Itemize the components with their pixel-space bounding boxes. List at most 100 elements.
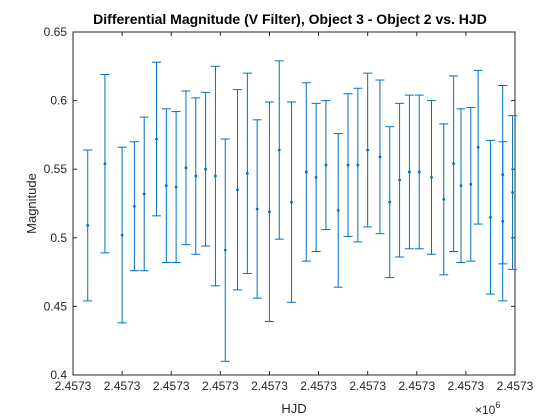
data-point	[385, 126, 395, 279]
data-point	[171, 111, 181, 263]
data-point	[161, 108, 171, 263]
data-point	[404, 94, 414, 250]
x-tick-label: 2.4573	[300, 379, 337, 393]
x-tick-label: 2.4573	[497, 379, 534, 393]
x-tick-label: 2.4573	[251, 379, 288, 393]
data-marker	[103, 162, 107, 166]
y-tick-label: 0.4	[50, 368, 67, 382]
x-tick-label: 2.4573	[104, 379, 141, 393]
y-tick-label: 0.65	[44, 25, 68, 39]
data-point	[427, 100, 437, 255]
y-axis-label: Magnitude	[24, 173, 39, 234]
data-point	[287, 101, 297, 303]
data-marker	[223, 248, 227, 252]
data-point	[233, 89, 243, 291]
data-marker	[255, 207, 259, 211]
data-point	[466, 106, 476, 262]
data-marker	[194, 174, 198, 178]
data-point	[395, 102, 405, 258]
data-point	[449, 75, 459, 253]
data-point	[439, 123, 449, 276]
data-point	[139, 116, 149, 272]
data-point	[274, 60, 284, 240]
data-point	[473, 69, 483, 225]
x-exponent-power: 6	[495, 400, 500, 410]
data-point	[485, 139, 495, 295]
data-marker	[469, 182, 473, 186]
data-point	[83, 149, 93, 302]
data-marker	[476, 145, 480, 149]
data-point	[363, 72, 373, 228]
data-marker	[459, 184, 463, 188]
data-marker	[408, 170, 411, 174]
data-marker	[417, 170, 421, 174]
data-marker	[120, 233, 124, 237]
data-marker	[346, 163, 350, 167]
data-point	[264, 101, 274, 322]
data-point	[117, 146, 127, 324]
data-marker	[304, 170, 308, 174]
data-marker	[356, 163, 360, 167]
data-marker	[290, 200, 293, 204]
data-point	[201, 91, 211, 247]
x-tick-label: 2.4573	[55, 379, 92, 393]
data-marker	[398, 178, 401, 182]
y-tick-label: 0.5	[50, 231, 67, 245]
data-point	[498, 85, 508, 265]
data-marker	[336, 208, 340, 212]
data-marker	[132, 204, 136, 208]
data-marker	[378, 155, 382, 159]
data-series	[83, 60, 518, 362]
data-point	[333, 133, 343, 288]
data-point	[456, 108, 466, 263]
data-marker	[174, 185, 178, 189]
data-marker	[324, 163, 328, 167]
data-point	[191, 97, 201, 255]
plot-area-frame	[72, 31, 516, 376]
data-marker	[164, 184, 168, 188]
data-marker	[86, 224, 90, 227]
data-point	[321, 100, 331, 231]
x-axis-label: HJD	[281, 401, 306, 416]
data-marker	[430, 176, 433, 179]
chart-title: Differential Magnitude (V Filter), Objec…	[93, 11, 487, 27]
x-axis-ticks: 2.4573 2.4573 2.4573 2.4573 2.4573 2.4573 2.45…	[55, 32, 534, 393]
data-marker	[155, 137, 158, 141]
y-tick-label: 0.45	[44, 299, 68, 313]
data-point	[311, 102, 321, 253]
data-point	[181, 90, 191, 246]
data-point	[129, 141, 139, 272]
data-marker	[452, 162, 456, 166]
data-marker	[142, 192, 146, 196]
data-marker	[501, 173, 505, 177]
x-tick-label: 2.4573	[448, 379, 485, 393]
data-marker	[388, 200, 392, 204]
x-tick-label: 2.4573	[398, 379, 435, 393]
data-marker	[277, 148, 281, 152]
data-point	[210, 65, 220, 287]
data-point	[242, 72, 252, 274]
x-axis-exponent-label: ×106	[475, 400, 500, 417]
x-tick-label: 2.4573	[153, 379, 190, 393]
data-marker	[442, 197, 446, 201]
data-point	[353, 87, 363, 243]
y-tick-label: 0.55	[44, 162, 68, 176]
y-tick-label: 0.6	[50, 94, 67, 108]
data-marker	[214, 174, 217, 178]
x-tick-label: 2.4573	[202, 379, 239, 393]
data-marker	[204, 167, 208, 171]
data-point	[252, 119, 262, 299]
data-point	[375, 79, 385, 235]
data-marker	[245, 171, 249, 175]
data-marker	[184, 166, 188, 170]
data-point	[414, 94, 424, 250]
data-point	[220, 138, 230, 362]
data-marker	[236, 188, 239, 192]
data-marker	[366, 148, 370, 152]
x-exponent-base: ×10	[475, 403, 496, 417]
data-point	[100, 74, 110, 254]
data-marker	[511, 191, 514, 194]
data-point	[343, 93, 353, 237]
data-point	[301, 82, 311, 262]
data-marker	[489, 215, 492, 219]
